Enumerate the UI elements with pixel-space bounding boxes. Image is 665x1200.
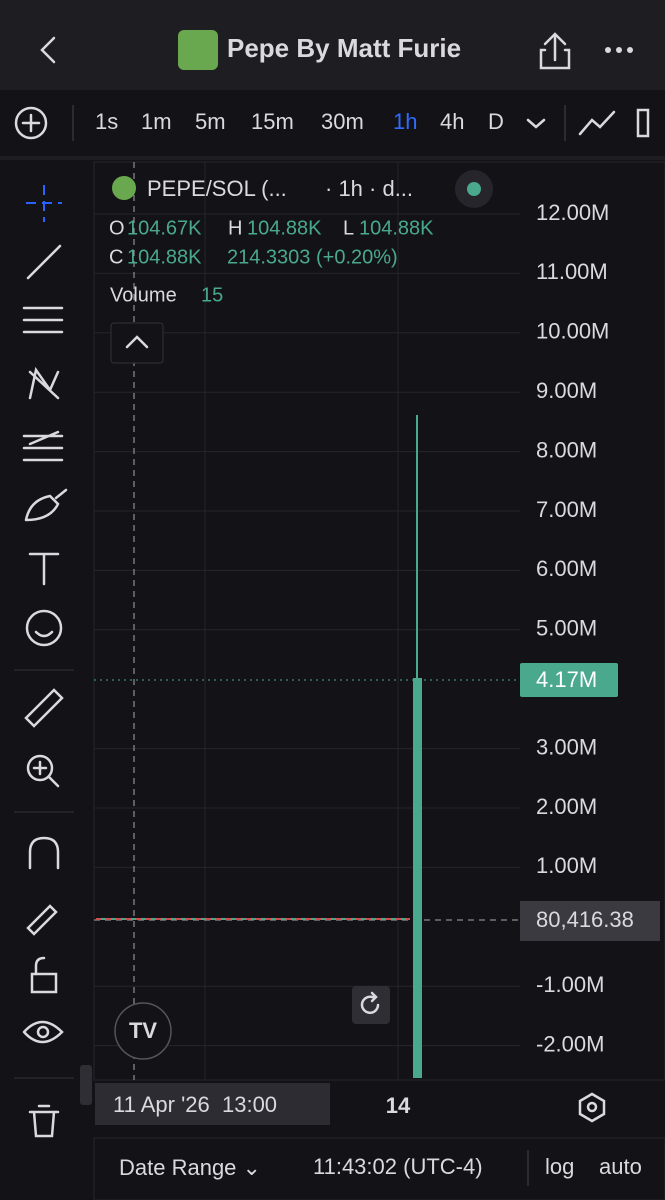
interval-button[interactable]: D [488,109,504,134]
interval-dropdown[interactable] [526,118,546,129]
footer-bar [93,1137,665,1200]
ruler-tool[interactable] [24,688,64,728]
price-label: 1.00M [536,853,597,878]
price-label: 10.00M [536,319,609,344]
trend-line-tool[interactable] [26,244,62,280]
high: 104.88K [247,217,322,239]
gear-center [586,1101,598,1113]
interval-button[interactable]: 5m [195,109,226,134]
toolbar [0,90,665,156]
interval: · 1h · d... [325,176,413,201]
price-label: 5.00M [536,616,597,641]
price-label: 9.00M [536,378,597,403]
lock-drawings[interactable] [26,904,58,936]
eye [36,1025,50,1039]
open-label: O [109,217,125,239]
toolbar-toggle[interactable] [80,1065,92,1105]
collapse-legend[interactable] [110,322,164,364]
price-label: 3.00M [536,734,597,759]
share-button[interactable] [539,32,571,70]
crosshair-price-box [520,901,660,941]
low-label: L [343,217,354,239]
pattern-tool[interactable] [28,366,60,400]
open: 104.67K [127,217,202,239]
reset-icon [360,991,380,1014]
brush-tool[interactable] [24,488,68,522]
interval-button[interactable]: 30m [321,109,364,134]
price-label: 11.00M [536,259,608,284]
crosshair-tool[interactable] [26,185,62,222]
delete-tool[interactable] [28,1104,60,1138]
drawing-tools [14,185,74,1138]
price-label: 2.00M [536,794,597,819]
more-button[interactable] [605,47,633,53]
chart-settings[interactable] [578,1092,606,1123]
volume: 15 [201,284,223,306]
auto-toggle[interactable]: auto [599,1154,642,1179]
zoom-glyph [32,760,60,788]
close: 104.88K [127,246,202,268]
price-label: 8.00M [536,437,597,462]
crosshair-time-box [95,1083,330,1125]
interval-button[interactable]: 15m [251,109,294,134]
visibility-tool[interactable] [22,1020,64,1044]
smile [34,630,54,638]
current-price-box [520,663,618,697]
interval-button[interactable]: 1s [95,109,118,134]
add-indicator[interactable] [14,106,48,140]
magnet-tool[interactable] [28,836,60,870]
crosshair-price: 80,416.38 [536,907,634,932]
emoji-tool[interactable] [25,609,63,647]
change: 214.3303 (+0.20%) [227,246,398,268]
symbol-icon [112,176,136,200]
price-label: 7.00M [536,497,597,522]
close-label: C [109,246,123,268]
symbol[interactable]: PEPE/SOL (... [147,176,287,201]
high-label: H [228,217,242,239]
clock: 11:43:02 (UTC-4) [313,1154,483,1179]
date-range[interactable]: Date Range ⌄ [119,1155,261,1180]
interval-button[interactable]: 1m [141,109,172,134]
fib-tool[interactable] [22,306,64,334]
chevron [125,335,149,349]
separator [0,156,665,160]
status-dot [467,182,481,196]
shackle [34,956,46,976]
plus [21,113,41,133]
low: 104.88K [359,217,434,239]
log-toggle[interactable]: log [545,1154,574,1179]
title: Pepe By Matt Furie [227,33,461,63]
candle-type[interactable] [636,108,650,138]
volume-label: Volume [110,284,177,306]
reset-button[interactable] [352,986,390,1024]
time-label: 14 [386,1093,411,1118]
price-label: -1.00M [536,972,604,997]
token-icon [178,30,218,70]
logo-glyph: TV [129,1018,157,1043]
current-price: 4.17M [536,667,597,692]
candle-body [413,678,422,1078]
back-button[interactable] [40,36,56,64]
price-label: 6.00M [536,556,597,581]
prediction-tool[interactable] [22,430,64,462]
interval-button[interactable]: 4h [440,109,464,134]
tradingview-logo[interactable] [114,1002,172,1060]
interval-button[interactable]: 1h [393,109,417,134]
price-label: 12.00M [536,200,609,225]
chart-type[interactable] [578,110,616,136]
unlock-tool[interactable] [30,972,58,994]
price-label: -2.00M [536,1031,604,1056]
crosshair-time: 11 Apr '26 13:00 [113,1092,277,1117]
zoom-tool[interactable] [26,754,54,782]
text-tool[interactable] [28,552,60,586]
